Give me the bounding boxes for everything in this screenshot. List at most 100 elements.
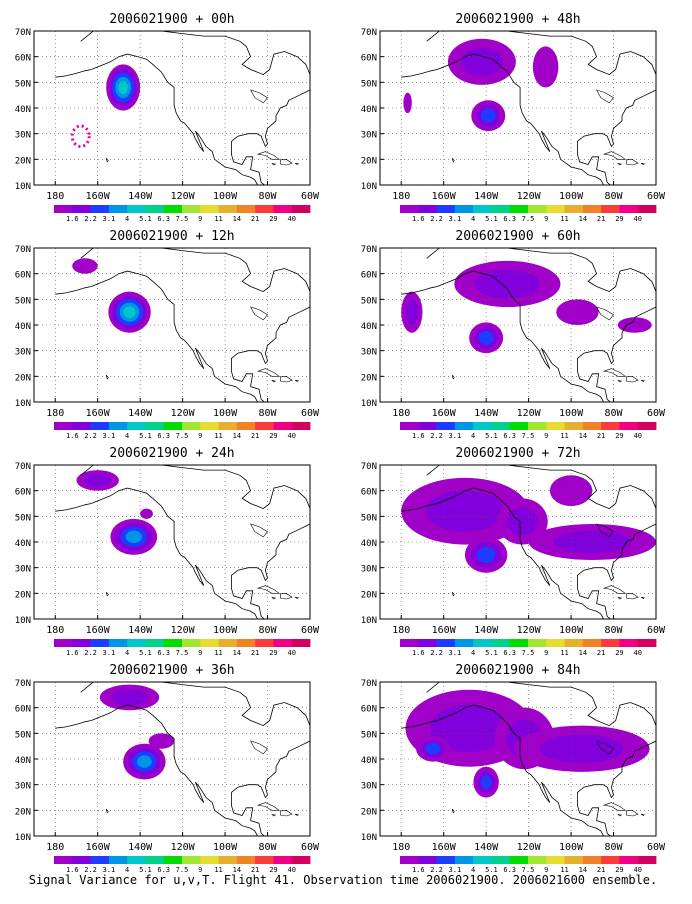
map-frame — [33, 464, 311, 620]
colorbar-swatch — [291, 205, 311, 213]
colorbar-swatch — [108, 856, 128, 864]
island-outline — [279, 376, 293, 383]
y-tick-label: 60N — [15, 488, 31, 498]
colorbar-swatch — [236, 856, 256, 864]
colorbar-swatch — [528, 856, 547, 864]
x-tick-label: 140W — [128, 625, 153, 636]
map-area — [34, 248, 310, 402]
y-tick-label: 20N — [15, 807, 31, 817]
y-tick-label: 60N — [361, 705, 377, 715]
colorbar-swatch — [400, 422, 419, 430]
map-area — [34, 465, 310, 619]
colorbar-swatch — [54, 422, 73, 430]
y-tick-label: 10N — [15, 399, 31, 409]
colorbar-swatch — [72, 856, 91, 864]
coastline — [55, 69, 92, 78]
coastline — [55, 720, 92, 729]
colorbar: 1.6 2.2 3.1 4 5.1 6.3 7.5 9 11 14 21 29 40 — [54, 422, 311, 440]
colorbar-label: 7.5 — [176, 866, 189, 874]
y-tick-label: 60N — [15, 54, 31, 64]
colorbar: 1.6 2.2 3.1 4 5.1 6.3 7.5 9 11 14 21 29 40 — [54, 639, 311, 657]
colorbar-swatch — [200, 422, 219, 430]
colorbar-label: 21 — [251, 866, 259, 874]
y-tick-label: 50N — [15, 730, 31, 740]
x-tick-label: 140W — [128, 191, 153, 202]
variance-contour — [405, 299, 419, 325]
x-tick-label: 120W — [517, 191, 542, 202]
map-frame — [33, 681, 311, 837]
colorbar-label: 6.3 — [157, 866, 170, 874]
colorbar-swatch — [546, 856, 565, 864]
island-outline — [271, 163, 277, 166]
colorbar-swatch — [255, 205, 274, 213]
x-tick-label: 60W — [647, 191, 666, 202]
panel-title: 2006021900 + 48h — [455, 12, 580, 27]
island-outline — [625, 593, 639, 600]
colorbar-swatch — [255, 639, 274, 647]
island-outline — [294, 813, 300, 816]
island-outline — [294, 596, 300, 599]
map-panel: 2006021900 + 24h 180 160W 140W 120W 100W 80W 60… — [15, 446, 320, 657]
island-outline — [271, 814, 277, 817]
colorbar-swatch — [200, 639, 219, 647]
colorbar: 1.6 2.2 3.1 4 5.1 6.3 7.5 9 11 14 21 29 40 — [400, 639, 657, 657]
colorbar-label: 1.6 — [66, 866, 79, 874]
x-tick-label: 120W — [171, 191, 196, 202]
colorbar-label: 14 — [579, 215, 587, 223]
colorbar-swatch — [528, 422, 547, 430]
colorbar-label: 14 — [233, 432, 241, 440]
colorbar-label: 9 — [544, 866, 548, 874]
y-tick-label: 60N — [15, 271, 31, 281]
x-tick-label: 160W — [86, 842, 111, 853]
colorbar-label: 2.2 — [430, 215, 443, 223]
colorbar-label: 7.5 — [522, 215, 535, 223]
variance-contour — [70, 124, 91, 149]
colorbar-swatch — [90, 856, 110, 864]
map-frame — [33, 247, 311, 403]
y-tick-label: 40N — [361, 322, 377, 332]
colorbar-swatch — [473, 856, 492, 864]
x-tick-label: 160W — [86, 191, 111, 202]
colorbar-label: 6.3 — [503, 215, 516, 223]
colorbar-swatch — [601, 856, 620, 864]
x-tick-label: 60W — [301, 625, 320, 636]
colorbar-label: 1.6 — [412, 432, 425, 440]
colorbar-label: 5.1 — [139, 215, 152, 223]
y-tick-label: 10N — [361, 399, 377, 409]
colorbar-label: 5.1 — [485, 649, 498, 657]
colorbar-swatch — [145, 422, 165, 430]
colorbar-label: 1.6 — [412, 215, 425, 223]
x-tick-label: 140W — [474, 191, 499, 202]
colorbar-label: 9 — [198, 866, 202, 874]
colorbar-swatch — [473, 422, 492, 430]
colorbar-swatch — [582, 205, 602, 213]
colorbar-label: 7.5 — [522, 866, 535, 874]
colorbar-swatch — [200, 205, 219, 213]
colorbar-label: 21 — [251, 649, 259, 657]
colorbar-swatch — [418, 422, 437, 430]
variance-contour — [461, 47, 503, 77]
y-tick-label: 50N — [15, 513, 31, 523]
colorbar-label: 14 — [579, 649, 587, 657]
variance-contour — [123, 306, 136, 319]
colorbar-label: 29 — [269, 866, 277, 874]
colorbar-swatch — [491, 639, 511, 647]
map-panel: 2006021900 + 36h 180 160W 140W 120W 100W 80W 60… — [15, 663, 320, 874]
x-tick-label: 60W — [301, 842, 320, 853]
colorbar-swatch — [182, 856, 201, 864]
y-tick-label: 50N — [361, 296, 377, 306]
colorbar-label: 11 — [560, 215, 568, 223]
colorbar-swatch — [509, 856, 529, 864]
map-panel: 2006021900 + 60h 180 160W 140W 120W 100W 80W 60… — [361, 229, 666, 440]
y-tick-label: 50N — [361, 513, 377, 523]
x-tick-label: 100W — [213, 842, 238, 853]
colorbar-label: 5.1 — [139, 866, 152, 874]
x-tick-label: 120W — [517, 625, 542, 636]
colorbar-label: 11 — [214, 866, 222, 874]
colorbar-label: 2.2 — [84, 215, 97, 223]
colorbar-label: 3.1 — [449, 215, 462, 223]
colorbar-swatch — [108, 205, 128, 213]
colorbar-swatch — [509, 639, 529, 647]
colorbar-swatch — [564, 205, 584, 213]
y-tick-label: 10N — [361, 182, 377, 192]
